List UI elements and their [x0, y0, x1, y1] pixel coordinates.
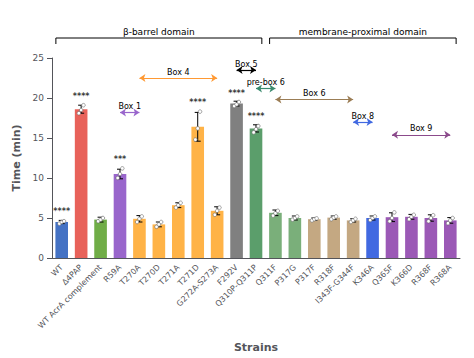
svg-text:****: ****: [248, 112, 266, 121]
svg-text:Box 6: Box 6: [303, 89, 326, 98]
svg-text:pre-box 6: pre-box 6: [247, 78, 285, 87]
svg-text:****: ****: [73, 92, 91, 101]
svg-text:WT AcrA complement: WT AcrA complement: [36, 263, 103, 330]
svg-text:WT: WT: [49, 263, 64, 278]
svg-text:Q365F: Q365F: [370, 262, 396, 288]
svg-text:****: ****: [228, 89, 246, 98]
svg-text:P317G: P317G: [273, 263, 298, 288]
svg-text:Q310P-Q311P: Q310P-Q311P: [213, 263, 259, 309]
svg-text:10: 10: [33, 173, 45, 183]
svg-text:***: ***: [114, 155, 127, 164]
svg-text:membrane-proximal domain: membrane-proximal domain: [299, 27, 427, 37]
svg-text:K346A: K346A: [351, 262, 376, 288]
svg-text:****: ****: [189, 98, 207, 107]
svg-text:T270A: T270A: [118, 262, 143, 288]
svg-text:Strains: Strains: [234, 341, 279, 354]
svg-text:25: 25: [33, 53, 44, 63]
svg-text:Box 1: Box 1: [118, 102, 141, 111]
svg-text:Box 9: Box 9: [410, 124, 433, 133]
svg-text:20: 20: [33, 93, 45, 103]
svg-text:R59A: R59A: [101, 262, 124, 285]
svg-text:Δ4PAP: Δ4PAP: [60, 262, 85, 287]
svg-text:K366D: K366D: [389, 263, 414, 288]
svg-text:T270D: T270D: [136, 263, 162, 289]
svg-text:15: 15: [33, 133, 44, 143]
svg-text:Box 8: Box 8: [352, 112, 375, 121]
svg-text:Box 5: Box 5: [235, 60, 258, 69]
svg-text:Q311F: Q311F: [253, 262, 279, 288]
svg-text:****: ****: [53, 207, 71, 216]
svg-text:Box 4: Box 4: [167, 68, 190, 77]
svg-text:I343F-G344F: I343F-G344F: [314, 263, 357, 306]
svg-text:R318F: R318F: [312, 262, 337, 288]
svg-text:P317F: P317F: [293, 262, 318, 287]
svg-text:R368A: R368A: [429, 262, 454, 287]
svg-text:Time (min): Time (min): [10, 124, 23, 191]
svg-text:0: 0: [38, 253, 44, 263]
svg-text:T271D: T271D: [176, 262, 201, 288]
svg-text:G272A-S273A: G272A-S273A: [174, 262, 221, 309]
svg-text:β-barrel domain: β-barrel domain: [123, 27, 195, 37]
svg-text:5: 5: [38, 213, 44, 223]
svg-text:R368F: R368F: [409, 262, 434, 288]
svg-text:F292V: F292V: [215, 262, 240, 288]
svg-text:T271A: T271A: [157, 262, 182, 288]
